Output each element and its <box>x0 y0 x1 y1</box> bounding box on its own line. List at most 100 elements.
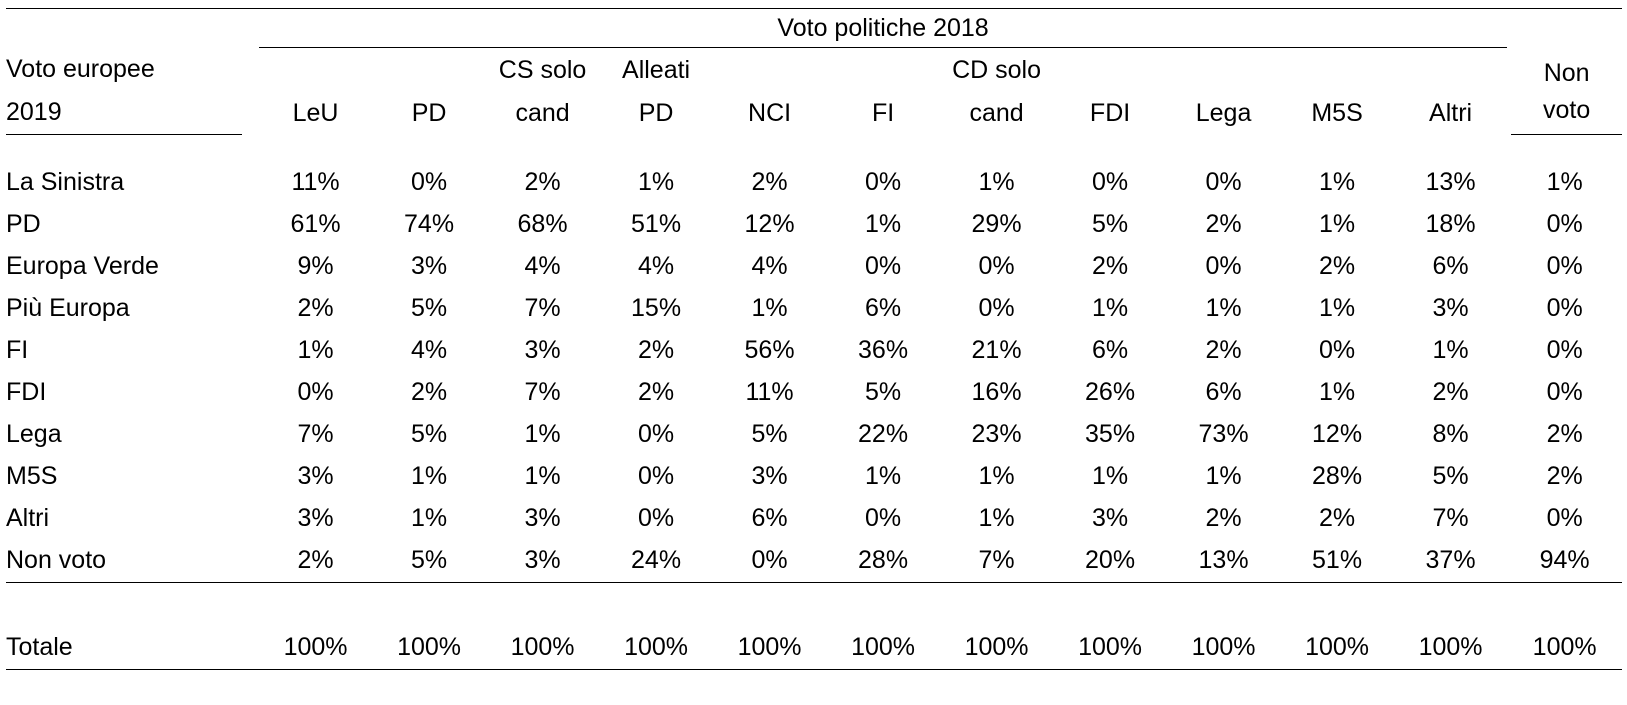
table-row: M5S 3% 1% 1% 0% 3% 1% 1% 1% 1% 28% 5% 2% <box>6 456 1622 498</box>
table-cell: 21% <box>971 336 1022 364</box>
table-cell: 2% <box>258 539 373 583</box>
total-cell: 100% <box>485 626 600 670</box>
table-cell: 11% <box>745 378 794 406</box>
table-cell: 3% <box>485 539 600 583</box>
table-cell: 5% <box>372 539 486 583</box>
table-cell: 73% <box>1198 420 1249 448</box>
table-cell: 2% <box>1205 504 1242 532</box>
group-header: Voto politiche 2018 <box>258 9 1508 48</box>
table-cell: 23% <box>971 420 1022 448</box>
table-cell: 94% <box>1507 539 1622 583</box>
table-cell: 37% <box>1393 539 1508 583</box>
table-cell: 0% <box>864 504 902 532</box>
table-cell: 7% <box>1432 504 1469 532</box>
table-cell: 0% <box>1205 252 1242 280</box>
table-cell: 1% <box>410 462 448 490</box>
table-cell: 0% <box>1091 168 1129 196</box>
table-cell: 28% <box>826 539 940 583</box>
table-cell: 6% <box>1091 336 1129 364</box>
table-cell: 0% <box>637 420 675 448</box>
table-cell: 1% <box>297 336 334 364</box>
table-cell: 18% <box>1425 210 1476 238</box>
table-cell: 0% <box>1546 504 1583 532</box>
row-header-line: Voto europee <box>6 54 155 83</box>
table-cell: 0% <box>864 252 902 280</box>
table-cell: 22% <box>858 420 909 448</box>
table-cell: 11% <box>291 168 340 196</box>
table-cell: 1% <box>978 168 1015 196</box>
total-label: Totale <box>6 626 259 670</box>
column-header: NCI <box>748 98 792 127</box>
table-cell: 2% <box>524 168 561 196</box>
table-cell: 0% <box>1205 168 1242 196</box>
table-cell: 3% <box>1091 504 1129 532</box>
column-header: FI <box>871 98 895 127</box>
table-cell: 5% <box>410 294 448 322</box>
table-cell: 1% <box>1091 462 1129 490</box>
table-cell: 12% <box>744 210 795 238</box>
table-row: Lega 7% 5% 1% 0% 5% 22% 23% 35% 73% 12% 8% 2% <box>6 414 1622 456</box>
table-cell: 6% <box>864 294 902 322</box>
total-cell: 100% <box>939 626 1054 670</box>
table-cell: 1% <box>751 294 788 322</box>
table-cell: 0% <box>1546 252 1583 280</box>
table-cell: 51% <box>1280 539 1394 583</box>
table-cell: 2% <box>1318 504 1356 532</box>
table-cell: 0% <box>1318 336 1356 364</box>
table-cell: 1% <box>1318 210 1356 238</box>
table-cell: 1% <box>1205 462 1242 490</box>
table-cell: 0% <box>864 168 902 196</box>
table-header: Voto politiche 2018 Voto europee 2019 Le… <box>6 8 1622 135</box>
table-cell: 9% <box>297 252 334 280</box>
total-cell: 100% <box>258 626 373 670</box>
table-cell: 2% <box>1546 420 1583 448</box>
table-cell: 36% <box>858 336 909 364</box>
table-cell: 29% <box>971 210 1022 238</box>
table-cell: 2% <box>1318 252 1356 280</box>
table-cell: 1% <box>1205 294 1242 322</box>
table-cell: 24% <box>599 539 713 583</box>
table-cell: 3% <box>751 462 788 490</box>
table-cell: 2% <box>1205 210 1242 238</box>
total-cell: 100% <box>1280 626 1394 670</box>
table-cell: 26% <box>1085 378 1136 406</box>
table-cell: 3% <box>297 462 334 490</box>
top-rule <box>6 8 1622 9</box>
table-cell: 7% <box>524 378 561 406</box>
table-cell: 0% <box>1546 210 1583 238</box>
table-cell: 3% <box>410 252 448 280</box>
table-cell: 1% <box>1546 168 1583 196</box>
vote-flow-table: Voto politiche 2018 Voto europee 2019 Le… <box>6 8 1622 670</box>
table-cell: 74% <box>404 210 455 238</box>
table-cell: 1% <box>978 504 1015 532</box>
column-header: PD <box>411 98 447 127</box>
row-label: Europa Verde <box>6 252 159 280</box>
table-cell: 1% <box>637 168 675 196</box>
table-cell: 2% <box>637 378 675 406</box>
table-cell: 51% <box>631 210 682 238</box>
total-row: Totale 100% 100% 100% 100% 100% 100% 100% 100% 10… <box>6 626 1622 670</box>
table-row: Europa Verde 9% 3% 4% 4% 4% 0% 0% 2% 0% 2% 6% 0% <box>6 246 1622 288</box>
table-cell: 16% <box>971 378 1022 406</box>
table-cell: 1% <box>1318 294 1356 322</box>
table-cell: 1% <box>410 504 448 532</box>
table-cell: 68% <box>517 210 568 238</box>
table-cell: 28% <box>1312 462 1363 490</box>
table-cell: 8% <box>1432 420 1469 448</box>
table-cell: 3% <box>297 504 334 532</box>
total-cell: 100% <box>599 626 713 670</box>
table-cell: 5% <box>864 378 902 406</box>
row-header: Voto europee 2019 <box>6 48 259 135</box>
table-cell: 7% <box>524 294 561 322</box>
table-cell: 2% <box>410 378 448 406</box>
table-cell: 1% <box>524 420 561 448</box>
table-cell: 5% <box>410 420 448 448</box>
table-cell: 0% <box>1546 378 1583 406</box>
table-cell: 1% <box>1091 294 1129 322</box>
row-label: Più Europa <box>6 294 130 322</box>
table-row: PD 61% 74% 68% 51% 12% 1% 29% 5% 2% 1% 18% 0% <box>6 204 1622 246</box>
table-cell: 5% <box>1091 210 1129 238</box>
table-cell: 4% <box>751 252 788 280</box>
group-header-row: Voto politiche 2018 <box>6 9 1622 48</box>
